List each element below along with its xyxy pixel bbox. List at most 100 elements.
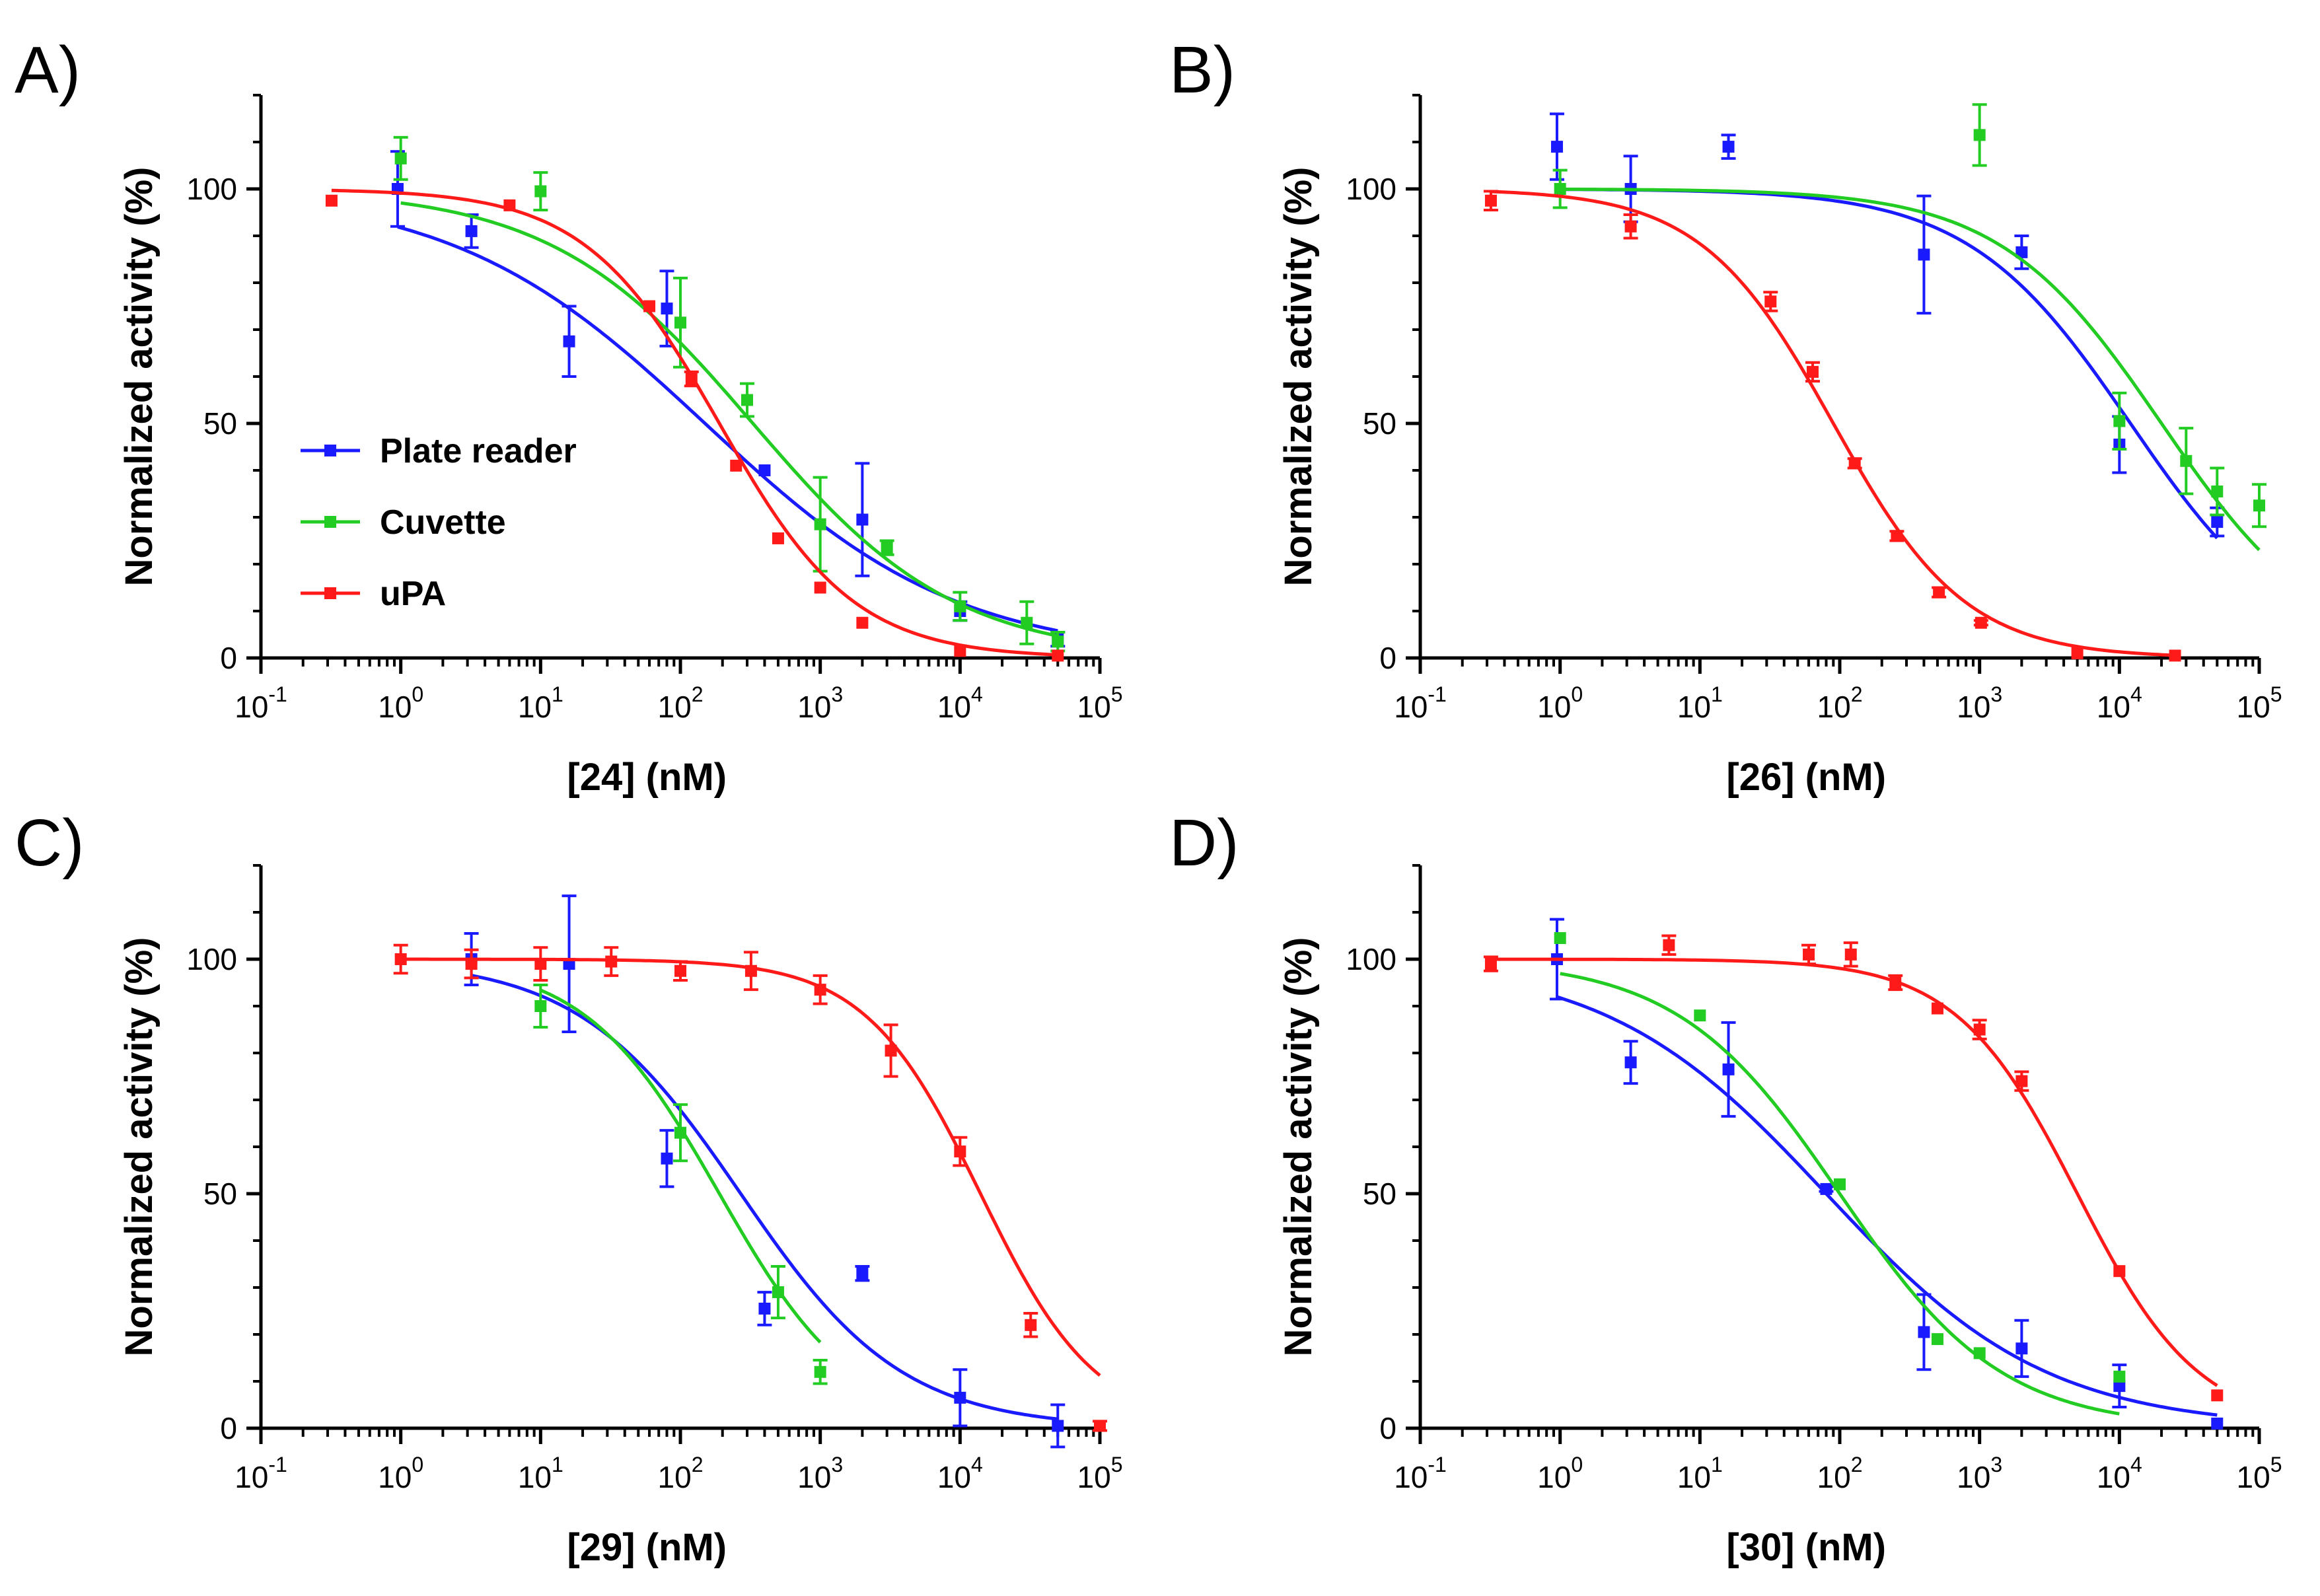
data-point-plate-reader [758,464,771,476]
data-point-cuvette [674,1126,686,1139]
data-point-cuvette [1021,616,1033,629]
data-point-cuvette [814,518,826,530]
data-point-upa [814,984,826,996]
data-point-plate-reader [2211,516,2224,528]
y-tick-label: 50 [203,1177,237,1211]
y-axis-title: Normalized activity (%) [118,937,161,1357]
x-tick-exponent: 5 [1111,682,1123,706]
data-point-upa [1933,586,1945,598]
data-point-plate-reader [1052,1420,1064,1432]
data-point-upa [605,955,618,968]
data-point-cuvette [772,1286,784,1299]
y-tick-label: 50 [1363,406,1396,441]
x-tick-base: 10 [2097,690,2130,724]
data-point-plate-reader [465,225,478,237]
x-tick-exponent: 2 [1851,682,1863,706]
x-tick-exponent: 3 [1990,1453,2002,1476]
panel-letter: B) [1169,33,1235,107]
data-point-plate-reader [661,303,673,315]
x-tick-label: 10-1 [235,682,287,724]
x-tick-exponent: 3 [831,1453,843,1476]
x-tick-exponent: 2 [692,682,704,706]
fit-curve-cuvette [1560,972,2120,1416]
legend-label-upa: uPA [380,575,446,613]
x-tick-base: 10 [1957,690,1990,724]
x-tick-label: 102 [1817,682,1863,724]
x-tick-base: 10 [1537,690,1571,724]
data-point-plate-reader [661,1152,673,1165]
x-tick-base: 10 [937,690,971,724]
data-point-cuvette [741,394,753,406]
data-point-upa [772,532,784,544]
x-tick-label: 103 [1957,1453,2002,1494]
x-tick-label: 105 [1077,682,1123,724]
data-point-plate-reader [1820,1182,1832,1195]
y-tick-label: 0 [220,1411,237,1445]
data-point-upa [856,616,869,629]
data-point-plate-reader [1918,248,1930,261]
x-tick-exponent: 4 [2130,682,2142,706]
data-point-upa [1052,649,1064,662]
x-tick-exponent: 0 [412,1453,423,1476]
legend-label-cuvette: Cuvette [380,503,506,542]
x-tick-base: 10 [658,1460,692,1494]
data-point-upa [954,645,966,657]
x-tick-label: 105 [2237,1453,2282,1494]
x-tick-base: 10 [1677,690,1711,724]
data-point-upa [1484,958,1497,970]
x-tick-exponent: 4 [971,1453,983,1476]
data-point-cuvette [2180,454,2193,467]
panel-letter: C) [15,806,85,880]
y-tick-label: 0 [1379,1411,1396,1445]
x-tick-exponent: 3 [831,682,843,706]
x-tick-label: 104 [937,1453,983,1494]
x-tick-base: 10 [1394,1460,1428,1494]
data-point-upa [1975,616,1987,629]
x-tick-base: 10 [2097,1460,2130,1494]
data-point-upa [2211,1389,2224,1402]
data-point-upa [744,964,757,977]
fit-curve-cuvette [1560,187,2261,552]
x-axis-title: [24] (nM) [567,756,727,799]
data-point-upa [1764,295,1777,308]
y-axis-title: Normalized activity (%) [1277,167,1320,587]
data-point-cuvette [1554,932,1566,945]
x-tick-base: 10 [1077,690,1111,724]
fit-curve-plate-reader [1556,995,2218,1417]
data-point-upa [1891,530,1903,542]
data-point-plate-reader [563,335,575,347]
data-point-plate-reader [2113,1380,2126,1393]
panel-letter: D) [1169,806,1239,880]
x-tick-exponent: 3 [1990,682,2002,706]
data-point-cuvette [394,152,407,164]
x-tick-label: 101 [1677,682,1723,724]
data-point-upa [1803,948,1815,961]
data-point-upa [2169,649,2181,662]
data-point-upa [643,300,656,312]
y-tick-label: 100 [1346,172,1396,206]
y-tick-label: 50 [203,406,237,441]
x-tick-exponent: 1 [552,1453,563,1476]
x-tick-label: 105 [1077,1453,1123,1494]
data-point-plate-reader [856,513,869,526]
data-point-cuvette [1694,1009,1706,1022]
fit-curve-upa [1490,957,2218,1387]
data-point-upa [325,194,338,207]
fit-curve-plate-reader [397,225,1058,633]
x-tick-base: 10 [378,690,412,724]
x-tick-exponent: 2 [692,1453,704,1476]
fit-curve-plate-reader [471,974,1058,1421]
x-tick-exponent: 2 [1851,1453,1863,1476]
x-tick-exponent: 5 [2270,682,2282,706]
y-tick-label: 100 [186,172,237,206]
x-tick-exponent: 0 [1571,1453,1583,1476]
data-point-upa [1094,1420,1106,1432]
x-axis-title: [26] (nM) [1726,756,1886,799]
y-tick-label: 0 [1379,641,1396,675]
x-tick-base: 10 [1677,1460,1711,1494]
x-tick-label: 100 [378,682,423,724]
data-point-upa [954,1145,966,1158]
legend-marker-cuvette [324,516,336,528]
x-tick-label: 102 [658,682,704,724]
x-tick-exponent: 1 [552,682,563,706]
